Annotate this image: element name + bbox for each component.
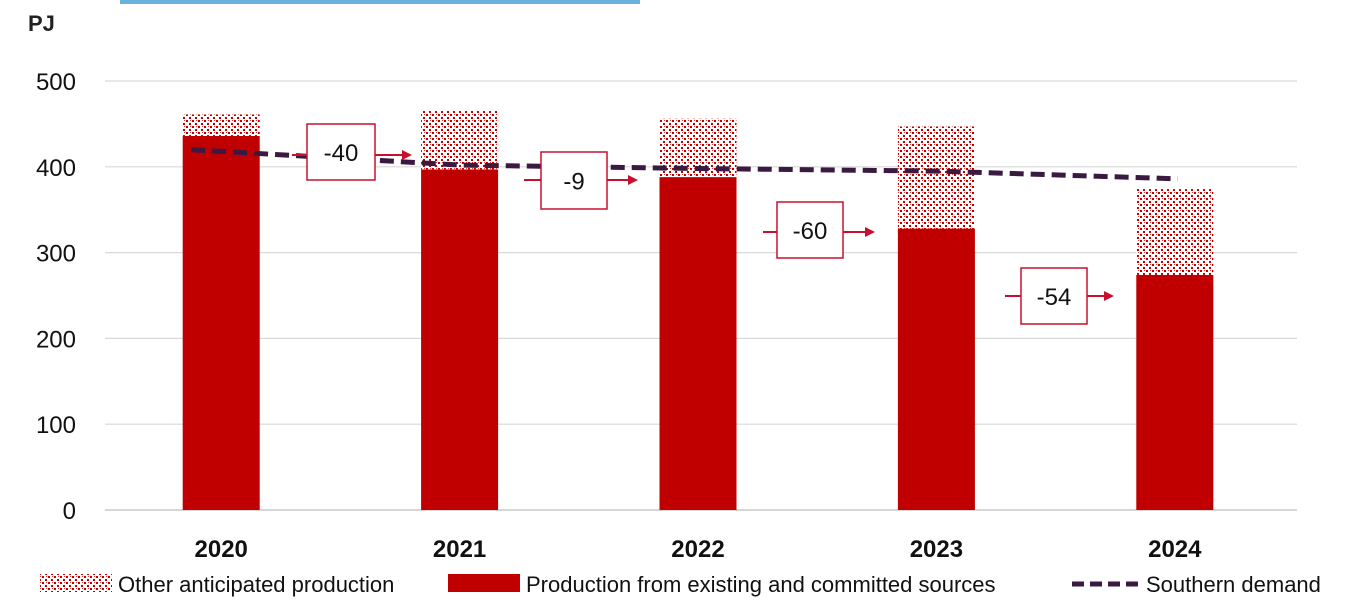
bar-production-existing xyxy=(659,177,737,510)
x-tick-label: 2024 xyxy=(1148,536,1202,563)
annotation-box xyxy=(306,123,376,181)
annotation-label: -9 xyxy=(563,169,584,196)
x-tick-label: 2022 xyxy=(671,536,724,563)
x-tick-label: 2020 xyxy=(195,536,248,563)
legend: Other anticipated production Production … xyxy=(40,572,1321,597)
y-tick-label: 200 xyxy=(36,326,76,353)
bar-other-anticipated xyxy=(421,111,499,170)
annotations: -40 -9 -60 -54 xyxy=(292,123,1114,325)
legend-label-production-existing: Production from existing and committed s… xyxy=(526,572,996,597)
x-tick-labels: 2020 2021 2022 2023 2024 xyxy=(195,536,1203,563)
y-tick-label: 400 xyxy=(36,155,76,182)
y-tick-label: 0 xyxy=(63,498,76,525)
legend-swatch-other-anticipated xyxy=(40,574,112,592)
annotation-box xyxy=(540,151,608,210)
gridlines xyxy=(105,80,1297,511)
y-tick-label: 100 xyxy=(36,412,76,439)
legend-label-southern-demand: Southern demand xyxy=(1146,572,1321,597)
bar-production-existing xyxy=(897,228,975,511)
bar-other-anticipated xyxy=(182,114,260,136)
annotation-label: -54 xyxy=(1037,284,1072,311)
bar-other-anticipated xyxy=(1136,189,1214,275)
bar-production-existing xyxy=(1136,274,1214,510)
legend-label-other-anticipated: Other anticipated production xyxy=(118,572,394,597)
y-tick-label: 300 xyxy=(36,241,76,268)
y-axis-label: PJ xyxy=(28,11,55,36)
x-tick-label: 2021 xyxy=(433,536,486,563)
bar-production-existing xyxy=(182,135,260,511)
legend-swatch-production-existing xyxy=(448,574,520,592)
annotation-label: -40 xyxy=(324,140,359,167)
y-tick-labels: 0 100 200 300 400 500 xyxy=(36,69,76,525)
annotation-box xyxy=(1020,267,1088,325)
annotation-box xyxy=(776,201,844,259)
x-tick-label: 2023 xyxy=(910,536,963,563)
y-tick-label: 500 xyxy=(36,69,76,96)
bar-production-existing xyxy=(421,169,499,510)
annotation-label: -60 xyxy=(793,218,828,245)
bar-other-anticipated xyxy=(897,126,975,229)
title-strip xyxy=(120,0,640,4)
